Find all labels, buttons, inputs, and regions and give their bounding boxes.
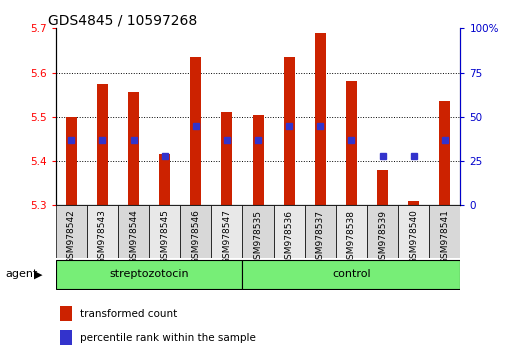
Text: GSM978541: GSM978541	[439, 210, 448, 264]
Text: GSM978543: GSM978543	[97, 210, 107, 264]
Bar	[211, 205, 242, 258]
Text: ▶: ▶	[34, 269, 42, 279]
Bar	[128, 92, 139, 205]
Text: GSM978547: GSM978547	[222, 210, 231, 264]
Bar	[60, 306, 72, 321]
Bar	[335, 205, 366, 258]
Text: GSM978538: GSM978538	[346, 210, 356, 264]
Bar	[97, 84, 108, 205]
Bar	[190, 57, 201, 205]
Text: GSM978539: GSM978539	[377, 210, 386, 264]
Bar	[242, 205, 273, 258]
Text: GSM978537: GSM978537	[315, 210, 324, 264]
Bar	[149, 205, 180, 258]
Bar	[221, 113, 232, 205]
Text: streptozotocin: streptozotocin	[109, 269, 188, 279]
Bar	[345, 81, 356, 205]
Bar	[376, 170, 387, 205]
Bar	[159, 154, 170, 205]
Bar	[56, 260, 242, 289]
Text: GSM978545: GSM978545	[160, 210, 169, 264]
Text: GSM978535: GSM978535	[253, 210, 262, 264]
Bar	[60, 330, 72, 345]
Bar	[66, 117, 77, 205]
Text: GSM978540: GSM978540	[409, 210, 418, 264]
Text: transformed count: transformed count	[80, 309, 177, 319]
Bar	[180, 205, 211, 258]
Text: GSM978544: GSM978544	[129, 210, 138, 264]
Bar	[87, 205, 118, 258]
Text: GSM978542: GSM978542	[67, 210, 76, 264]
Bar	[314, 33, 325, 205]
Bar	[397, 205, 428, 258]
Text: GSM978536: GSM978536	[284, 210, 293, 264]
Text: GSM978546: GSM978546	[191, 210, 200, 264]
Bar	[283, 57, 294, 205]
Bar	[304, 205, 335, 258]
Text: percentile rank within the sample: percentile rank within the sample	[80, 333, 256, 343]
Bar	[118, 205, 149, 258]
Bar	[242, 260, 460, 289]
Bar	[56, 205, 87, 258]
Bar	[408, 201, 418, 205]
Text: GDS4845 / 10597268: GDS4845 / 10597268	[47, 13, 196, 27]
Text: agent: agent	[5, 269, 37, 279]
Bar	[252, 115, 263, 205]
Bar	[366, 205, 397, 258]
Text: control: control	[331, 269, 370, 279]
Bar	[438, 101, 449, 205]
Bar	[428, 205, 460, 258]
Bar	[273, 205, 304, 258]
